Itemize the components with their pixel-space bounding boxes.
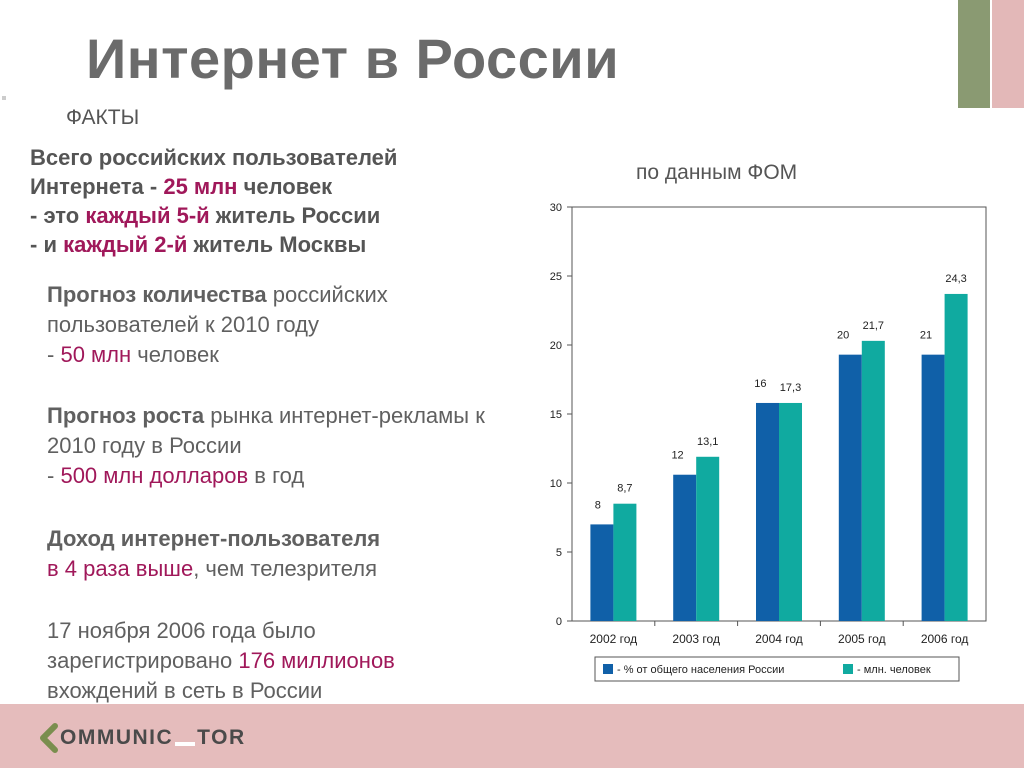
legend-swatch-million <box>843 664 853 674</box>
logo-chevron-icon <box>40 723 58 753</box>
bar-chart: 0 5 10 15 20 25 30 8 8,7 2002 год 12 13,1 2003 год 16… <box>550 202 987 682</box>
bar-percent-population <box>590 524 614 621</box>
data-label-percent: 12 <box>671 450 683 462</box>
facts-line-1: Всего российских пользователей <box>30 145 398 170</box>
page-subtitle: ФАКТЫ <box>66 106 140 129</box>
ratio-moscow: каждый 2-й <box>63 232 188 257</box>
y-tick-label: 10 <box>550 478 562 490</box>
source-label: по данным ФОМ <box>636 161 798 184</box>
communicator-logo: OMMUNIC TOR <box>38 718 246 758</box>
x-category-label: 2004 год <box>755 632 803 646</box>
bar-million-people <box>696 456 720 621</box>
data-label-percent: 16 <box>754 378 766 390</box>
bar-million-people <box>944 293 968 621</box>
page-title: Интернет в России <box>86 27 620 90</box>
bar-million-people <box>613 503 637 621</box>
footer-band <box>0 704 1024 768</box>
bar-percent-population <box>673 474 697 621</box>
income-block: Доход интернет-пользователя в 4 раза выш… <box>47 526 381 581</box>
data-label-percent: 21 <box>920 330 932 342</box>
forecast-users-value: 50 млн <box>60 342 132 367</box>
bar-million-people <box>779 402 802 621</box>
forecast-users-block: Прогноз количества российских пользовате… <box>47 282 388 367</box>
facts-block: Всего российских пользователей Интернета… <box>30 143 500 259</box>
facts-line-2: Интернета - 25 млн человек <box>30 174 333 199</box>
income-ratio: в 4 раза выше <box>47 556 194 581</box>
data-label-percent: 8 <box>595 499 601 511</box>
data-label-million: 8,7 <box>617 483 632 495</box>
data-label-million: 24,3 <box>945 273 966 285</box>
y-tick-label: 30 <box>550 202 562 214</box>
logo-mark-icon <box>173 728 197 748</box>
x-category-label: 2002 год <box>590 632 638 646</box>
bar-percent-population <box>921 354 945 621</box>
facts-line-3: - это каждый 5-й житель России <box>30 203 381 228</box>
bar-million-people <box>861 340 885 621</box>
corner-decoration-pink <box>992 0 1024 108</box>
forecast-ads-block: Прогноз роста рынка интернет-рекламы к 2… <box>47 403 485 488</box>
facts-line-4: - и каждый 2-й житель Москвы <box>30 232 367 257</box>
y-tick-label: 25 <box>550 271 562 283</box>
logo-text-part2: TOR <box>197 726 246 749</box>
y-tick-label: 0 <box>556 616 562 628</box>
forecast-ads-value: 500 млн долларов <box>60 463 249 488</box>
x-category-label: 2005 год <box>838 632 886 646</box>
registered-count: 176 миллионов <box>238 648 395 673</box>
corner-decoration-green <box>958 0 990 108</box>
bar-percent-population <box>838 354 862 621</box>
data-label-million: 13,1 <box>697 436 718 448</box>
logo-text-part1: OMMUNIC <box>60 726 174 749</box>
data-label-percent: 20 <box>837 330 849 342</box>
legend-swatch-percent <box>603 664 613 674</box>
users-count: 25 млн <box>163 174 238 199</box>
registered-block: 17 ноября 2006 года было зарегистрирован… <box>47 618 395 703</box>
edge-marker <box>2 96 6 100</box>
ratio-russia: каждый 5-й <box>85 203 210 228</box>
data-label-million: 17,3 <box>780 382 801 394</box>
legend-label-million: - млн. человек <box>857 664 931 676</box>
y-tick-label: 20 <box>550 340 562 352</box>
data-label-million: 21,7 <box>863 320 884 332</box>
bar-percent-population <box>756 402 779 621</box>
x-category-label: 2006 год <box>921 632 969 646</box>
legend-label-percent: - % от общего населения России <box>617 664 784 676</box>
y-tick-label: 15 <box>550 409 562 421</box>
legend-box <box>594 656 960 682</box>
y-tick-label: 5 <box>556 547 562 559</box>
x-category-label: 2003 год <box>672 632 720 646</box>
